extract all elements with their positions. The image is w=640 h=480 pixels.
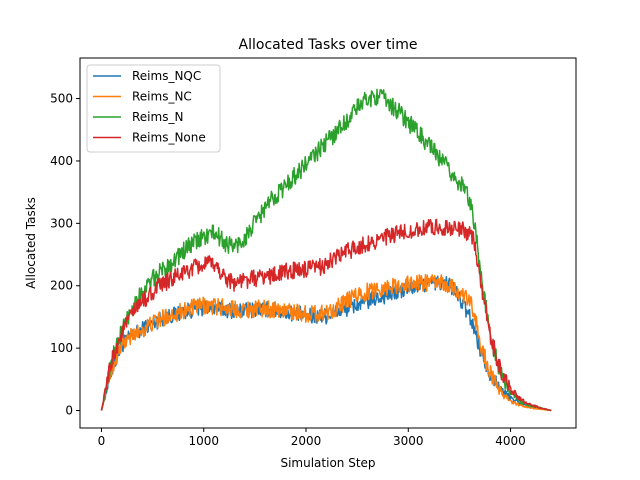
legend-label: Reims_N	[132, 110, 183, 124]
y-axis-label: Allocated Tasks	[24, 197, 38, 289]
y-axis-ticks: 0 100 200 300 400 500	[50, 92, 80, 418]
series-line-reims-nc	[100, 273, 552, 412]
y-tick-label: 400	[50, 154, 73, 168]
plot-frame	[79, 57, 577, 429]
y-tick-label: 0	[65, 404, 73, 418]
legend-label: Reims_NC	[132, 90, 192, 104]
y-tick-label: 300	[50, 216, 73, 230]
legend-label: Reims_None	[132, 131, 206, 145]
x-tick-label: 0	[98, 434, 106, 448]
y-tick-label: 500	[50, 92, 73, 106]
x-axis-label: Simulation Step	[280, 456, 375, 470]
x-tick-label: 2000	[291, 434, 322, 448]
legend-box	[86, 64, 221, 153]
plot-lines	[100, 88, 552, 412]
series-line-reims-n	[100, 88, 552, 412]
legend: Reims_NQC Reims_NC Reims_N Reims_None	[86, 64, 221, 153]
x-axis-ticks: 0 1000 2000 3000 4000	[98, 428, 526, 448]
series-line-reims-none	[100, 218, 552, 412]
y-tick-label: 200	[50, 279, 73, 293]
x-tick-label: 1000	[188, 434, 219, 448]
chart-title: Allocated Tasks over time	[239, 37, 418, 53]
x-tick-label: 4000	[495, 434, 526, 448]
x-tick-label: 3000	[393, 434, 424, 448]
y-tick-label: 100	[50, 341, 73, 355]
legend-label: Reims_NQC	[132, 69, 201, 83]
